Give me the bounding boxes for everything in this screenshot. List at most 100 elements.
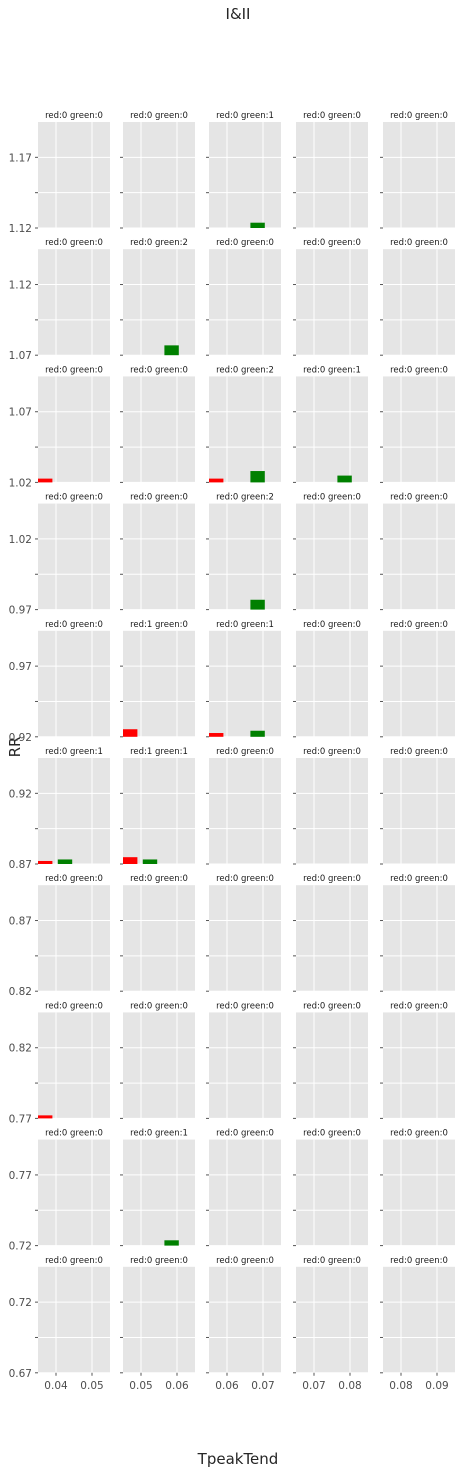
panel-title: red:0 green:0	[390, 365, 448, 375]
subplot-panel: red:0 green:0 1.07 1.02	[9, 365, 110, 489]
panel-background	[209, 376, 281, 483]
subplot-panel: red:0 green:0	[293, 111, 368, 229]
subplot-panel: red:0 green:0	[380, 1001, 455, 1119]
panel-background	[296, 249, 368, 356]
subplot-panel: red:0 green:0	[120, 111, 195, 229]
subplot-panel: red:0 green:0 0.72 0.67 0.04 0.05	[9, 1256, 110, 1392]
y-tick-label: 0.87	[9, 859, 32, 871]
red-bar	[38, 860, 53, 864]
y-tick-label: 0.77	[9, 1113, 32, 1125]
panel-background	[383, 1266, 455, 1373]
panel-title: red:0 green:0	[390, 238, 448, 248]
panel-title: red:0 green:0	[303, 1256, 361, 1266]
panel-title: red:0 green:0	[303, 238, 361, 248]
subplot-panel: red:0 green:0 1.02 0.97	[9, 493, 110, 617]
panel-title: red:1 green:0	[130, 620, 188, 630]
panel-background	[296, 1012, 368, 1119]
x-tick-label: 0.06	[215, 1380, 239, 1392]
panel-title: red:0 green:0	[130, 874, 188, 884]
subplot-panel: red:0 green:0	[293, 238, 368, 356]
panel-background	[383, 630, 455, 737]
panel-background	[296, 885, 368, 992]
subplot-panel: red:0 green:0	[293, 1001, 368, 1119]
panel-title: red:0 green:0	[130, 1001, 188, 1011]
panel-background	[296, 122, 368, 228]
y-tick-label: 1.12	[9, 280, 32, 292]
subplot-panel: red:0 green:2	[120, 238, 195, 356]
panel-background	[123, 249, 195, 356]
subplot-panel: red:0 green:0	[206, 1129, 281, 1247]
subplot-panel: red:0 green:0 0.77 0.72	[9, 1129, 110, 1253]
panel-title: red:0 green:0	[303, 1001, 361, 1011]
x-tick-label: 0.05	[129, 1380, 152, 1392]
subplot-panel: red:0 green:0	[206, 1001, 281, 1119]
panel-title: red:0 green:0	[45, 1256, 103, 1266]
green-bar	[164, 345, 179, 356]
panel-background	[38, 503, 110, 610]
panel-background	[209, 122, 281, 228]
subplot-panel: red:0 green:0 1.17 1.12	[9, 111, 110, 235]
panel-title: red:0 green:0	[303, 111, 361, 121]
subplot-panel: red:0 green:0	[206, 747, 281, 865]
x-tick-label: 0.05	[80, 1380, 103, 1392]
subplot-panel: red:1 green:1	[120, 747, 195, 865]
panel-background	[38, 376, 110, 483]
subplot-panel: red:0 green:0 0.06 0.07	[206, 1256, 281, 1392]
panel-background	[209, 249, 281, 356]
panel-title: red:0 green:1	[130, 1129, 188, 1139]
subplot-panel: red:0 green:0 0.07 0.08	[293, 1256, 368, 1392]
panel-background	[209, 758, 281, 864]
panel-background	[383, 1012, 455, 1119]
panel-background	[383, 249, 455, 356]
panel-background	[38, 885, 110, 992]
panel-background	[123, 885, 195, 992]
y-tick-label: 1.17	[9, 152, 32, 164]
red-bar	[38, 478, 53, 483]
subplot-panel: red:0 green:0	[206, 874, 281, 992]
panel-title: red:0 green:0	[45, 238, 103, 248]
y-tick-label: 0.72	[9, 1297, 32, 1309]
chart-title: I&II	[226, 5, 251, 23]
panel-title: red:0 green:0	[130, 493, 188, 503]
panel-title: red:0 green:0	[216, 747, 274, 757]
x-tick-label: 0.06	[165, 1380, 189, 1392]
red-bar	[209, 478, 224, 483]
x-axis-label: TpeakTend	[197, 1450, 279, 1468]
subplot-panel: red:0 green:0	[380, 620, 455, 738]
y-tick-label: 0.77	[9, 1170, 32, 1182]
panel-background	[296, 758, 368, 864]
panel-background	[383, 1139, 455, 1246]
panel-background	[383, 503, 455, 610]
panel-background	[296, 376, 368, 483]
panel-title: red:0 green:2	[216, 365, 274, 375]
green-bar	[250, 471, 265, 483]
panel-title: red:0 green:0	[130, 111, 188, 121]
panel-background	[123, 1139, 195, 1246]
subplot-panel: red:0 green:1	[293, 365, 368, 483]
y-tick-label: 0.97	[9, 661, 32, 673]
panel-title: red:0 green:0	[303, 493, 361, 503]
red-bar	[38, 1115, 53, 1119]
y-tick-label: 0.67	[9, 1368, 32, 1380]
subplot-panel: red:0 green:0	[380, 493, 455, 611]
subplot-panel: red:0 green:0	[380, 1129, 455, 1247]
subplot-panel: red:0 green:0	[293, 620, 368, 738]
x-tick-label: 0.07	[251, 1380, 274, 1392]
panel-title: red:0 green:0	[390, 620, 448, 630]
subplot-panel: red:0 green:0 0.05 0.06	[120, 1256, 195, 1392]
subplot-panel: red:0 green:0	[380, 874, 455, 992]
y-tick-label: 0.72	[9, 1241, 32, 1253]
green-bar	[337, 475, 352, 483]
green-bar	[250, 599, 265, 610]
y-tick-label: 0.92	[9, 788, 32, 800]
panel-background	[296, 1266, 368, 1373]
y-tick-label: 0.97	[9, 605, 32, 617]
panel-title: red:0 green:0	[390, 111, 448, 121]
subplot-panel: red:0 green:0	[206, 238, 281, 356]
panel-background	[296, 503, 368, 610]
y-tick-label: 0.82	[9, 986, 32, 998]
subplot-panel: red:0 green:0	[380, 111, 455, 229]
panel-background	[38, 1012, 110, 1119]
subplot-panel: red:0 green:0	[380, 365, 455, 483]
